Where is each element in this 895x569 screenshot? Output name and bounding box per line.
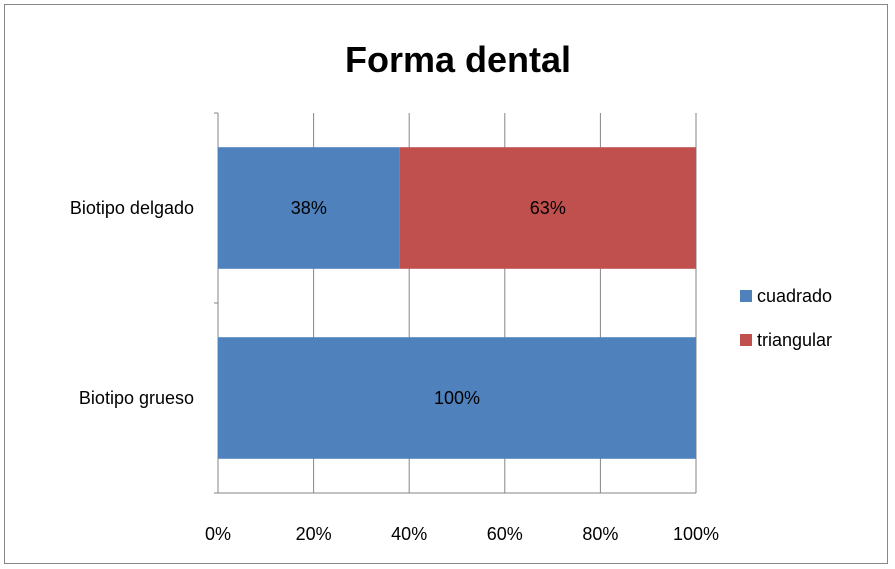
legend-label: cuadrado — [757, 286, 832, 306]
x-tick-label: 80% — [582, 524, 618, 544]
category-label: Biotipo delgado — [70, 198, 194, 218]
data-label: 38% — [291, 198, 327, 218]
chart-frame — [4, 4, 888, 564]
bar-triangular-0 — [399, 147, 696, 269]
x-tick-label: 20% — [296, 524, 332, 544]
x-tick-label: 0% — [205, 524, 231, 544]
bars: 38% 63% 100% — [218, 147, 696, 459]
x-tick-label: 40% — [391, 524, 427, 544]
legend: cuadrado triangular — [740, 286, 832, 350]
legend-swatch — [740, 290, 752, 302]
category-label: Biotipo grueso — [79, 388, 194, 408]
x-tick-labels: 0% 20% 40% 60% 80% 100% — [205, 524, 719, 544]
bar-cuadrado-0 — [218, 147, 400, 269]
chart-title: Forma dental — [345, 39, 571, 80]
x-tick-label: 60% — [487, 524, 523, 544]
bar-cuadrado-1 — [218, 337, 696, 459]
legend-label: triangular — [757, 330, 832, 350]
legend-swatch — [740, 334, 752, 346]
x-tick-label: 100% — [673, 524, 719, 544]
data-label: 100% — [434, 388, 480, 408]
category-labels: Biotipo delgado Biotipo grueso — [70, 198, 194, 408]
data-label: 63% — [530, 198, 566, 218]
